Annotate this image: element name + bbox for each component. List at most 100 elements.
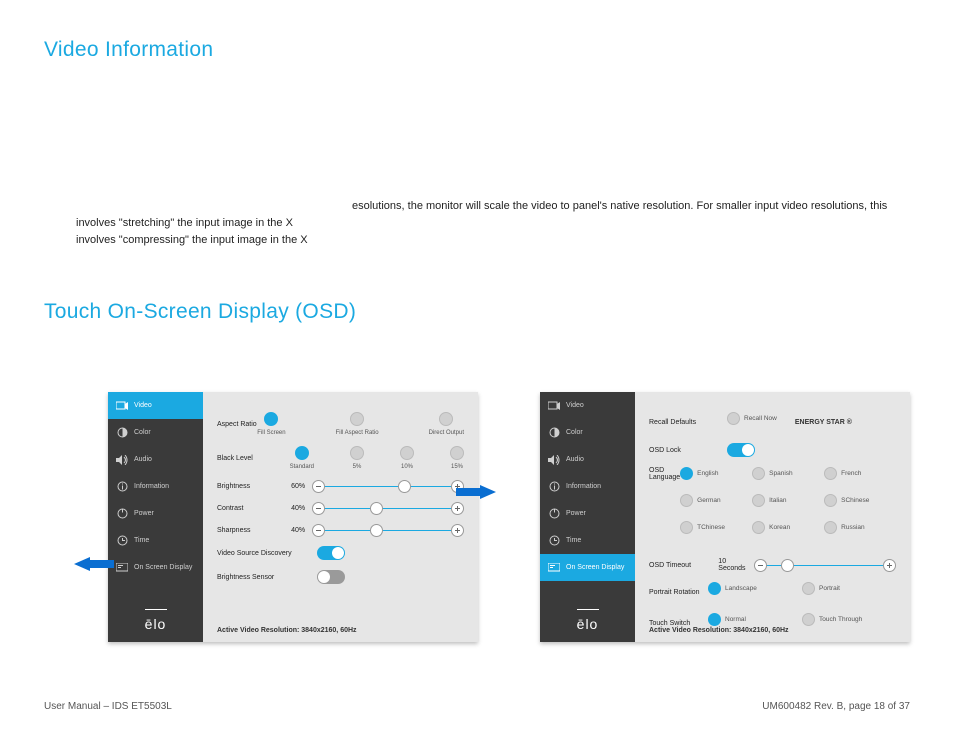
sidebar-item-on-screen-display[interactable]: On Screen Display [540, 554, 635, 581]
osd1-resolution-line: Active Video Resolution: 3840x2160, 60Hz [217, 627, 357, 634]
language-option[interactable] [824, 467, 837, 480]
osd-panel-video: Video Color Audio InformationPowerTimeOn Sc… [108, 392, 478, 642]
label-contrast: Contrast [217, 505, 291, 512]
option-dot[interactable] [350, 412, 364, 426]
portrait-option[interactable] [802, 582, 815, 595]
osd2-content: Recall DefaultsRecall NowENERGY STAR ®OS… [635, 392, 910, 642]
toggle[interactable] [317, 546, 345, 560]
option-label: 15% [451, 464, 463, 470]
sidebar-item-color[interactable]: Color [540, 419, 635, 446]
language-option[interactable] [680, 494, 693, 507]
slider-plus[interactable] [451, 502, 464, 515]
language-label: Korean [769, 524, 790, 531]
slider[interactable] [312, 502, 464, 514]
sidebar-item-audio[interactable]: Audio [108, 446, 203, 473]
slider-thumb[interactable] [398, 480, 411, 493]
clock-icon [115, 534, 129, 548]
option-dot[interactable] [264, 412, 278, 426]
sidebar-item-power[interactable]: Power [108, 500, 203, 527]
slider-thumb[interactable] [781, 559, 794, 572]
sidebar-item-label: Color [566, 429, 583, 436]
language-label: Russian [841, 524, 864, 531]
osd-icon [547, 561, 561, 575]
osd-icon [115, 561, 129, 575]
language-label: French [841, 470, 861, 477]
portrait-label: Landscape [725, 585, 757, 592]
label-osd-lock: OSD Lock [649, 447, 727, 454]
slider-thumb[interactable] [370, 502, 383, 515]
document-page: { "headings": { "video_info": "Video Inf… [0, 0, 954, 738]
toggle[interactable] [317, 570, 345, 584]
slider[interactable] [754, 559, 896, 571]
slider-minus[interactable] [312, 480, 325, 493]
option-dot[interactable] [400, 446, 414, 460]
language-option[interactable] [752, 494, 765, 507]
label-touch-switch: Touch Switch [649, 620, 708, 627]
label-osd-language: OSD Language [649, 467, 680, 481]
value-osd-timeout: 10 Seconds [718, 558, 754, 572]
value-brightness: 60% [291, 483, 312, 490]
option-dot[interactable] [439, 412, 453, 426]
option-label: 10% [401, 464, 413, 470]
slider-minus[interactable] [312, 502, 325, 515]
sidebar-item-on-screen-display[interactable]: On Screen Display [108, 554, 203, 581]
label-black-level: Black Level [217, 455, 290, 462]
sidebar-item-label: Video [566, 402, 584, 409]
sidebar-item-label: Information [566, 483, 601, 490]
clock-icon [547, 534, 561, 548]
video-icon [115, 399, 129, 413]
sidebar-item-video[interactable]: Video [108, 392, 203, 419]
power-icon [547, 507, 561, 521]
sidebar-item-information[interactable]: Information [108, 473, 203, 500]
language-label: Spanish [769, 470, 793, 477]
sidebar-item-label: Power [566, 510, 586, 517]
slider[interactable] [312, 524, 464, 536]
touchswitch-option[interactable] [802, 613, 815, 626]
callout-arrow-slider-end [480, 485, 496, 499]
touchswitch-option[interactable] [708, 613, 721, 626]
language-option[interactable] [824, 521, 837, 534]
option-dot[interactable] [450, 446, 464, 460]
slider-thumb[interactable] [370, 524, 383, 537]
elo-logo: ēlo [540, 590, 635, 642]
sidebar-item-color[interactable]: Color [108, 419, 203, 446]
label-video-source-discovery: Video Source Discovery [217, 550, 317, 557]
sidebar-item-information[interactable]: Information [540, 473, 635, 500]
sidebar-item-label: On Screen Display [566, 564, 624, 571]
sidebar-item-power[interactable]: Power [540, 500, 635, 527]
language-option[interactable] [752, 467, 765, 480]
sidebar-item-video[interactable]: Video [540, 392, 635, 419]
option-dot[interactable] [350, 446, 364, 460]
label-sharpness: Sharpness [217, 527, 291, 534]
language-option[interactable] [824, 494, 837, 507]
slider-minus[interactable] [754, 559, 767, 572]
sidebar-item-audio[interactable]: Audio [540, 446, 635, 473]
language-option[interactable] [752, 521, 765, 534]
sidebar-item-label: Color [134, 429, 151, 436]
label-recall-defaults: Recall Defaults [649, 419, 727, 426]
toggle[interactable] [727, 443, 755, 457]
option-dot[interactable] [295, 446, 309, 460]
sidebar-item-time[interactable]: Time [108, 527, 203, 554]
body-paragraph: esolutions, the monitor will scale the v… [76, 181, 916, 249]
slider-plus[interactable] [883, 559, 896, 572]
power-icon [115, 507, 129, 521]
language-option[interactable] [680, 467, 693, 480]
touchswitch-label: Normal [725, 616, 746, 623]
sidebar-item-time[interactable]: Time [540, 527, 635, 554]
slider-plus[interactable] [451, 524, 464, 537]
slider-minus[interactable] [312, 524, 325, 537]
sidebar-item-label: Audio [134, 456, 152, 463]
portrait-option[interactable] [708, 582, 721, 595]
option-label: Fill Aspect Ratio [336, 430, 379, 436]
osd-panel-osd-settings: Video Color Audio Information Power Time On Sc… [540, 392, 910, 642]
language-option[interactable] [680, 521, 693, 534]
touchswitch-label: Touch Through [819, 616, 862, 623]
option-label: Direct Output [429, 430, 464, 436]
slider[interactable] [312, 480, 464, 492]
recall-now-button[interactable] [727, 412, 740, 425]
language-label: German [697, 497, 720, 504]
value-contrast: 40% [291, 505, 312, 512]
value-sharpness: 40% [291, 527, 312, 534]
recall-now-label: Recall Now [744, 415, 777, 422]
